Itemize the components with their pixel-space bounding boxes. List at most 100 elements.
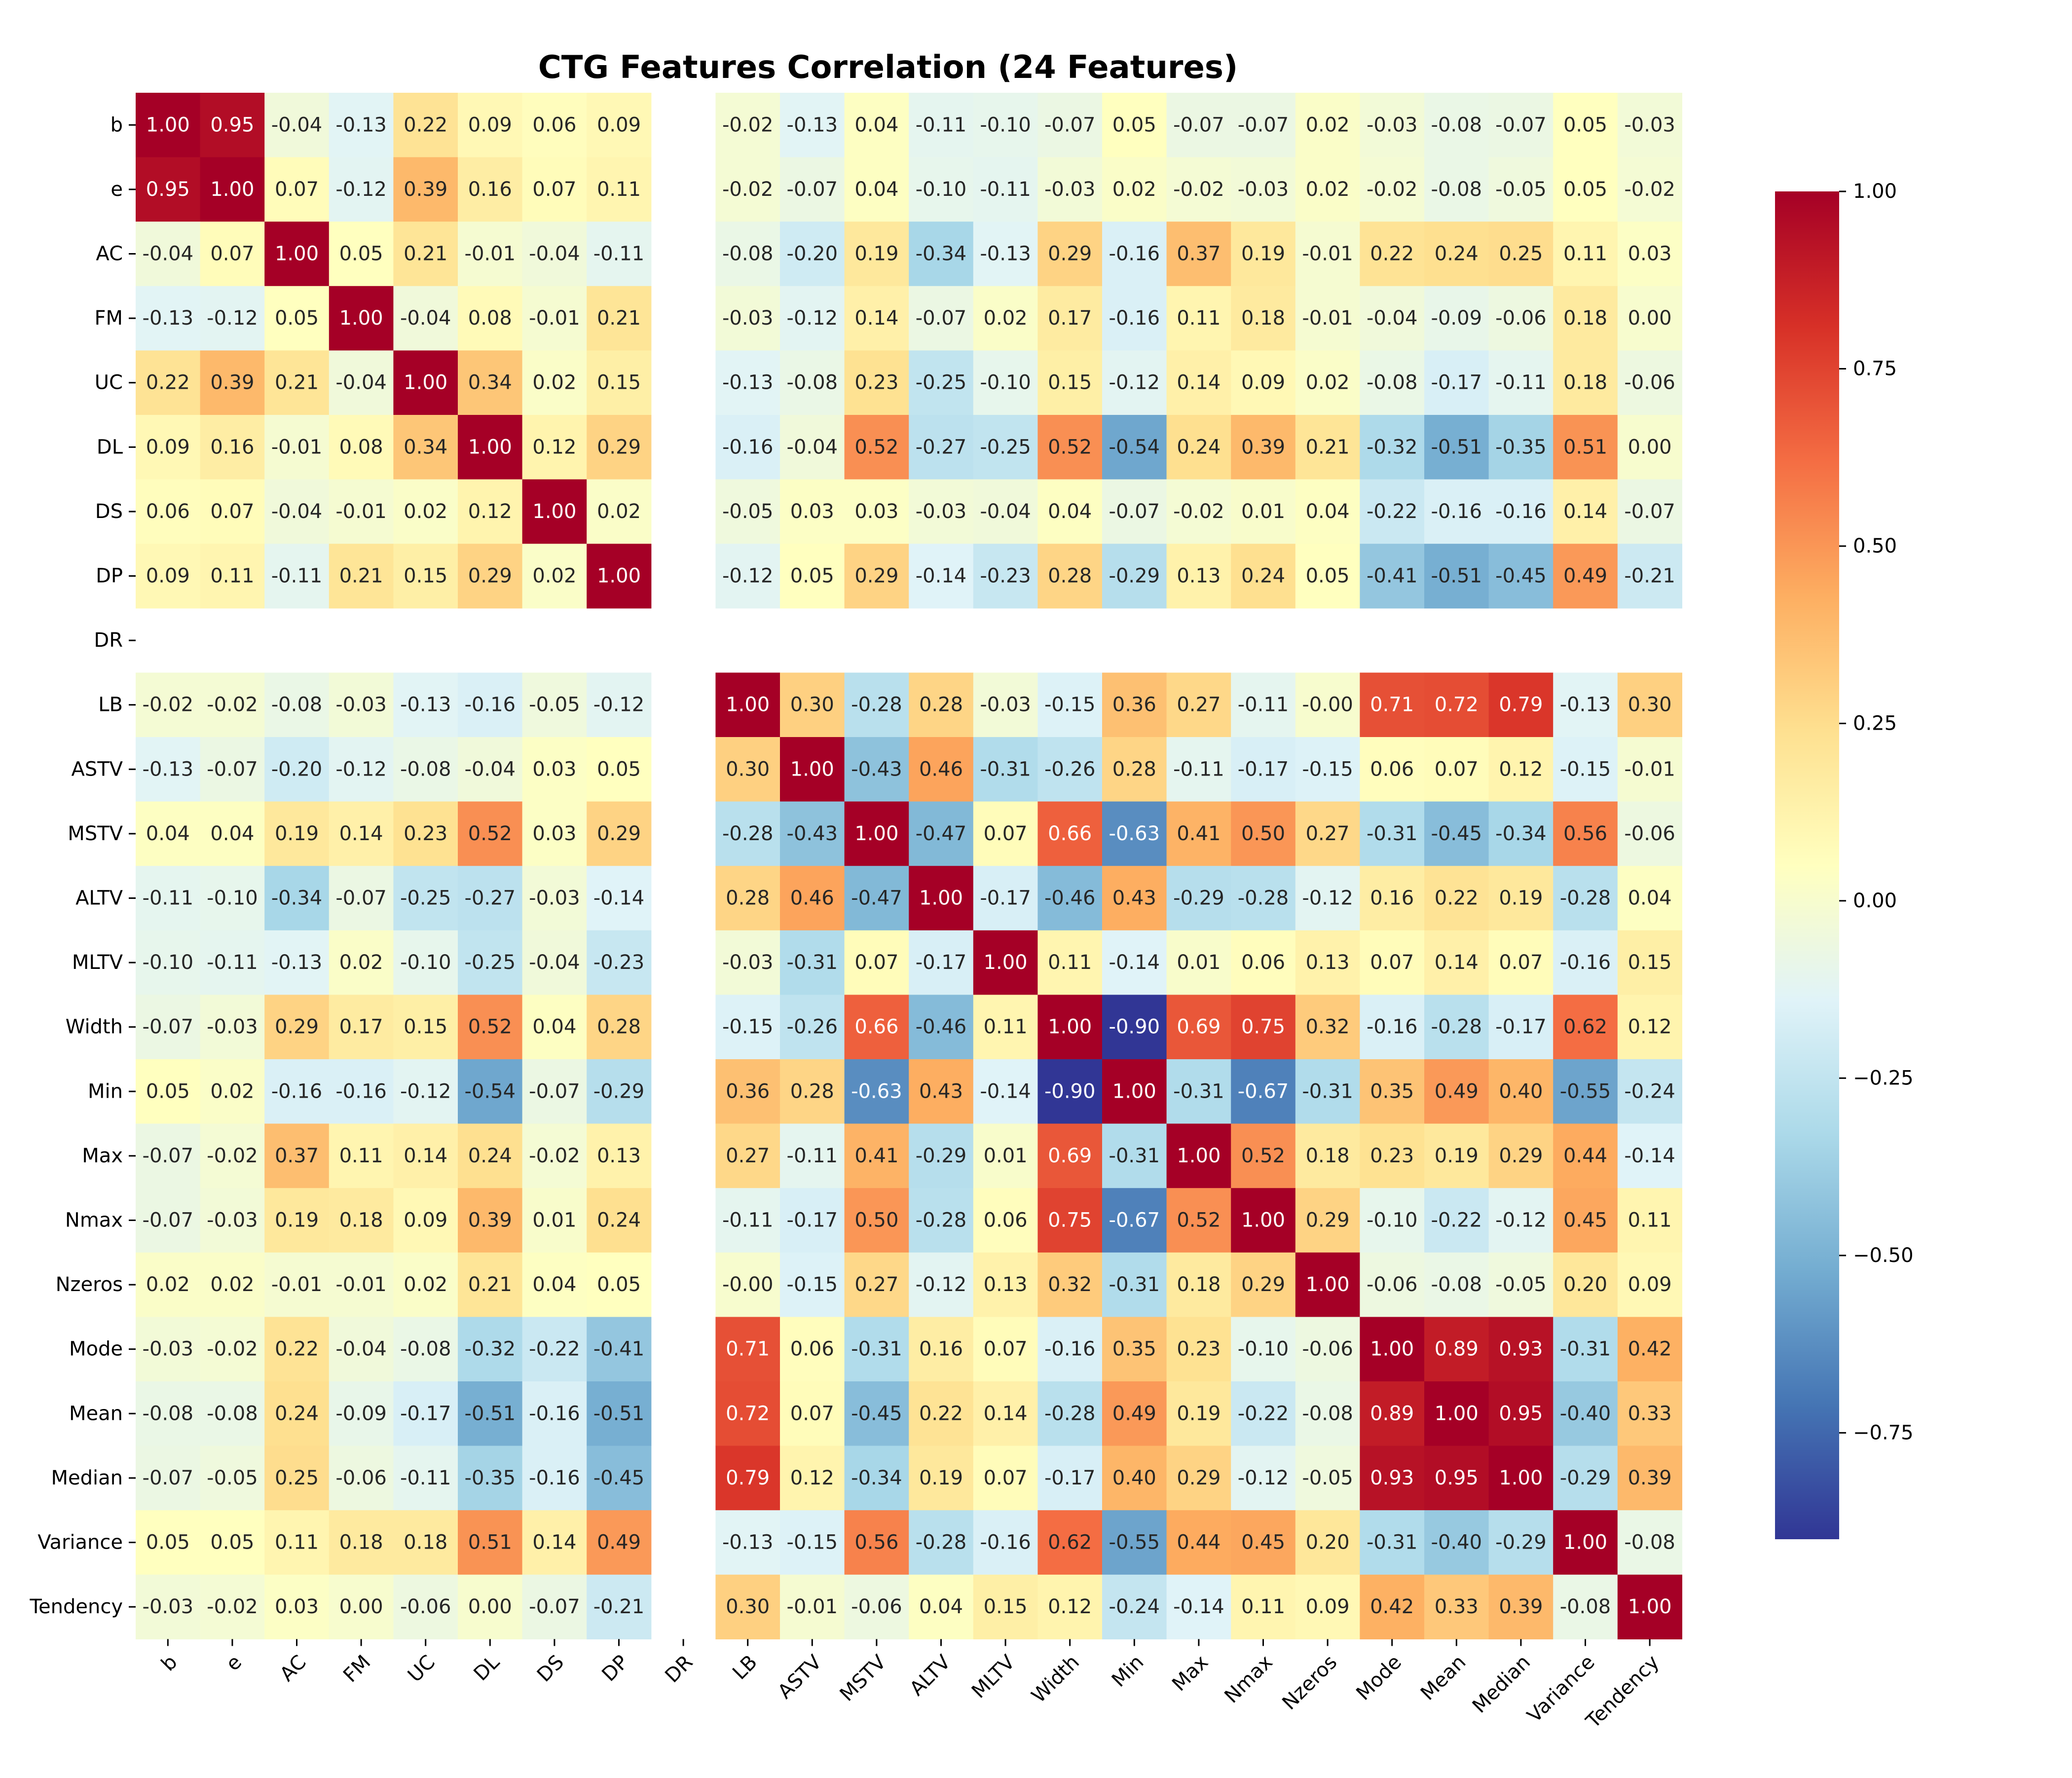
cell-annotation: 0.16 bbox=[210, 436, 254, 458]
heatmap-cell-Max-ALTV bbox=[909, 1123, 974, 1188]
heatmap-cell-ASTV-Nzeros bbox=[1295, 737, 1360, 802]
cell-annotation: 0.79 bbox=[726, 1467, 770, 1489]
heatmap-cell-Min-Max bbox=[1166, 1059, 1231, 1124]
heatmap-cell-DL-LB bbox=[715, 415, 780, 480]
cell-annotation: 0.93 bbox=[1499, 1338, 1543, 1361]
cell-annotation: -0.03 bbox=[529, 887, 580, 910]
cell-annotation: -0.46 bbox=[1044, 887, 1096, 910]
heatmap-cell-LB-Max bbox=[1166, 672, 1231, 738]
cell-annotation: -0.10 bbox=[207, 887, 258, 910]
heatmap-cell-DP-DL bbox=[458, 544, 523, 609]
cell-annotation: 0.02 bbox=[1306, 371, 1350, 394]
cell-annotation: 0.22 bbox=[1435, 887, 1479, 910]
heatmap-cell-ALTV-Nmax bbox=[1231, 866, 1296, 931]
heatmap-cell-Width-AC bbox=[264, 995, 330, 1060]
cell-annotation: -0.45 bbox=[1495, 565, 1547, 588]
heatmap-cell-Mean-e bbox=[200, 1381, 265, 1446]
cell-annotation: 0.28 bbox=[1112, 758, 1156, 780]
cell-annotation: 0.28 bbox=[919, 694, 963, 716]
heatmap-cell-Tendency-FM bbox=[329, 1574, 394, 1639]
heatmap-cell-Median-Variance bbox=[1553, 1445, 1618, 1511]
y-tick-label-DS: DS bbox=[95, 500, 123, 523]
heatmap-cell-Min-Nzeros bbox=[1295, 1059, 1360, 1124]
cell-annotation: 0.41 bbox=[854, 1145, 898, 1167]
heatmap-cell-DP-Min bbox=[1102, 544, 1167, 609]
cell-annotation: 0.00 bbox=[1628, 436, 1672, 458]
heatmap-cell-Mode-Tendency bbox=[1617, 1317, 1682, 1382]
cell-annotation: 0.75 bbox=[1048, 1209, 1092, 1232]
heatmap-cell-Nmax-FM bbox=[329, 1188, 394, 1253]
heatmap-cell-Variance-Min bbox=[1102, 1510, 1167, 1575]
heatmap-cell-ALTV-Nzeros bbox=[1295, 866, 1360, 931]
cell-annotation: -0.00 bbox=[1302, 694, 1353, 716]
heatmap-cell-AC-Mean bbox=[1424, 222, 1489, 287]
heatmap-cell-FM-DS bbox=[522, 286, 587, 351]
heatmap-cell-Max-Median bbox=[1488, 1123, 1554, 1188]
heatmap-cell-Min-b bbox=[136, 1059, 201, 1124]
cell-annotation: -0.31 bbox=[1173, 1080, 1224, 1103]
heatmap-cell-b-DP bbox=[587, 93, 652, 158]
heatmap-cell-MSTV-UC bbox=[393, 801, 458, 866]
cell-annotation: -0.55 bbox=[1109, 1531, 1160, 1554]
cell-annotation: 0.21 bbox=[404, 243, 447, 265]
cell-annotation: 0.00 bbox=[468, 1595, 512, 1618]
cell-annotation: 0.09 bbox=[597, 113, 641, 136]
cell-annotation: 0.13 bbox=[597, 1145, 641, 1167]
heatmap-cell-Max-DP bbox=[587, 1123, 652, 1188]
cell-annotation: 0.46 bbox=[790, 887, 834, 910]
cell-annotation: 0.18 bbox=[1563, 307, 1607, 330]
cell-annotation: 1.00 bbox=[339, 307, 383, 330]
heatmap-cell-DS-ASTV bbox=[780, 479, 845, 544]
heatmap-cell-ASTV-e bbox=[200, 737, 265, 802]
heatmap-cell-Nzeros-LB bbox=[715, 1252, 780, 1317]
cell-annotation: -0.05 bbox=[207, 1467, 258, 1489]
cell-annotation: 0.25 bbox=[275, 1467, 319, 1489]
cell-annotation: 0.23 bbox=[404, 822, 447, 845]
heatmap-cell-Width-Mean bbox=[1424, 995, 1489, 1060]
cell-annotation: -0.07 bbox=[143, 1209, 194, 1232]
cell-annotation: 0.22 bbox=[146, 371, 190, 394]
cell-annotation: -0.10 bbox=[400, 951, 451, 974]
cell-annotation: 0.19 bbox=[1435, 1145, 1479, 1167]
heatmap-cell-AC-MSTV bbox=[844, 222, 909, 287]
heatmap-cell-DS-Mean bbox=[1424, 479, 1489, 544]
heatmap-cell-b-Tendency bbox=[1617, 93, 1682, 158]
cell-annotation: -0.13 bbox=[722, 1531, 774, 1554]
cell-annotation: 1.00 bbox=[1628, 1595, 1672, 1618]
heatmap-cell-Mode-UC bbox=[393, 1317, 458, 1382]
heatmap-cell-Nzeros-MSTV bbox=[844, 1252, 909, 1317]
heatmap-cell-Variance-b bbox=[136, 1510, 201, 1575]
cell-annotation: 0.21 bbox=[468, 1273, 512, 1296]
cell-annotation: -0.16 bbox=[271, 1080, 323, 1103]
cell-annotation: 0.50 bbox=[1241, 822, 1285, 845]
cell-annotation: -0.13 bbox=[980, 243, 1031, 265]
heatmap-cell-DP-Median bbox=[1488, 544, 1554, 609]
cell-annotation: 0.29 bbox=[1241, 1273, 1285, 1296]
cell-annotation: -0.28 bbox=[916, 1531, 967, 1554]
cell-annotation: -0.11 bbox=[722, 1209, 774, 1232]
cell-annotation: -0.16 bbox=[980, 1531, 1031, 1554]
heatmap-cell-Median-Mode bbox=[1360, 1445, 1425, 1511]
cell-annotation: -0.28 bbox=[851, 694, 902, 716]
cell-annotation: 0.02 bbox=[532, 565, 576, 588]
heatmap-cell-Min-ALTV bbox=[909, 1059, 974, 1124]
cell-annotation: 0.52 bbox=[1048, 436, 1092, 458]
cell-annotation: 0.66 bbox=[1048, 822, 1092, 845]
cell-annotation: 0.28 bbox=[726, 887, 770, 910]
heatmap-cell-Median-Median bbox=[1488, 1445, 1554, 1511]
cell-annotation: -0.17 bbox=[1495, 1016, 1547, 1038]
cell-annotation: 1.00 bbox=[275, 243, 319, 265]
heatmap-cell-Nzeros-MLTV bbox=[973, 1252, 1038, 1317]
cell-annotation: 0.04 bbox=[854, 113, 898, 136]
cell-annotation: 0.15 bbox=[404, 565, 447, 588]
heatmap-cell-Nzeros-ASTV bbox=[780, 1252, 845, 1317]
cell-annotation: 1.00 bbox=[404, 371, 447, 394]
heatmap-cell-MLTV-Min bbox=[1102, 930, 1167, 995]
cell-annotation: -0.20 bbox=[271, 758, 323, 780]
heatmap-cell-ALTV-UC bbox=[393, 866, 458, 931]
cell-annotation: -0.25 bbox=[916, 371, 967, 394]
cell-annotation: -0.17 bbox=[1238, 758, 1289, 780]
heatmap-cell-Mode-FM bbox=[329, 1317, 394, 1382]
cell-annotation: 0.05 bbox=[597, 758, 641, 780]
cell-annotation: -0.17 bbox=[1431, 371, 1482, 394]
